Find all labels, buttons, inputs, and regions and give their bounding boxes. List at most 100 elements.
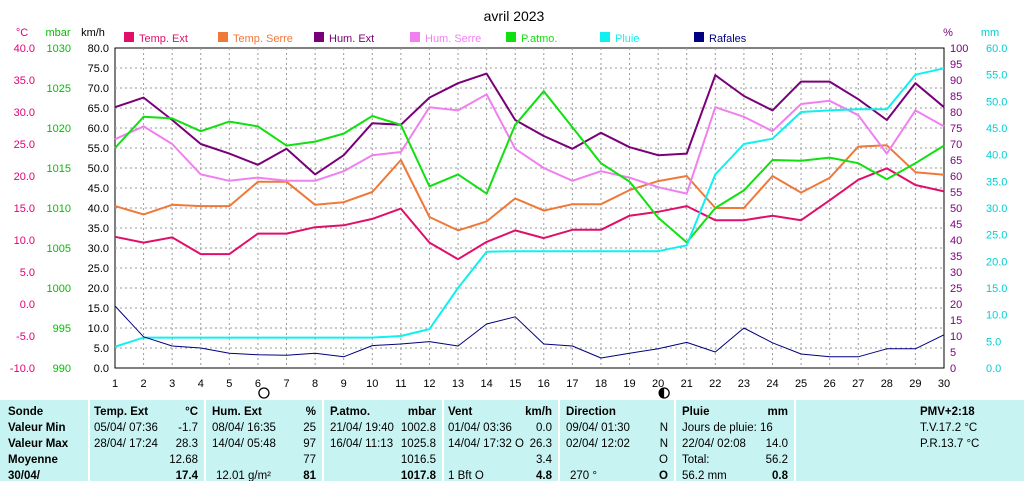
pluie-max-value: 14.0 [765, 438, 788, 450]
humidity-tick-label: 85 [950, 91, 962, 103]
temp-title: Temp. Ext [94, 406, 149, 418]
patmo-last-value: 1017.8 [400, 470, 436, 481]
legend-label: Pluie [615, 33, 639, 45]
pressure-tick-label: 1020 [47, 123, 71, 135]
rain-tick-label: 15.0 [986, 283, 1007, 295]
x-tick-label: 12 [423, 378, 435, 390]
vent-last-value: 4.8 [536, 470, 552, 481]
x-tick-label: 10 [366, 378, 378, 390]
wind-tick-label: 10.0 [88, 323, 109, 335]
humidity-unit-label: % [943, 27, 953, 39]
direction-min-value: N [659, 422, 668, 434]
temp-max-value: 28.3 [175, 438, 198, 450]
series-line [114, 72, 945, 176]
x-tick-label: 18 [595, 378, 607, 390]
hum-last-value: 81 [303, 470, 316, 481]
legend-swatch [694, 32, 704, 42]
humidity-tick-label: 95 [950, 59, 962, 71]
pmv-pr: P.R.13.7 °C [920, 438, 980, 450]
x-tick-label: 26 [824, 378, 836, 390]
humidity-tick-label: 40 [950, 235, 962, 247]
pressure-tick-label: 1015 [47, 163, 71, 175]
wind-tick-label: 25.0 [88, 263, 109, 275]
pluie-unit: mm [767, 406, 788, 418]
x-tick-label: 11 [395, 378, 406, 390]
x-tick-label: 14 [480, 378, 492, 390]
stats-pressure: P.atmo. mbar 21/04/ 19:40 1002.8 16/04/ … [324, 400, 442, 481]
x-tick-label: 19 [623, 378, 635, 390]
pressure-tick-label: 995 [53, 323, 71, 335]
rain-tick-label: 50.0 [986, 96, 1007, 108]
pressure-tick-label: 1005 [47, 243, 71, 255]
rain-tick-label: 35.0 [986, 176, 1007, 188]
temp-tick-label: 15.0 [14, 203, 35, 215]
direction-max-time: 02/04/ 12:02 [566, 438, 630, 450]
humidity-tick-label: 75 [950, 123, 962, 135]
x-tick-label: 23 [738, 378, 750, 390]
stats-sonde: Sonde Valeur Min Valeur Max Moyenne 30/0… [0, 400, 88, 481]
temp-tick-label: -5.0 [16, 331, 35, 343]
x-tick-label: 6 [255, 378, 261, 390]
patmo-title: P.atmo. [330, 406, 371, 418]
x-tick-label: 25 [795, 378, 807, 390]
temp-tick-label: 10.0 [14, 235, 35, 247]
series-line [114, 144, 945, 232]
stats-humidity: Hum. Ext % 08/04/ 16:35 25 14/04/ 05:48 … [206, 400, 322, 481]
wind-tick-label: 35.0 [88, 223, 109, 235]
direction-min-time: 09/04/ 01:30 [566, 422, 630, 434]
wind-tick-label: 30.0 [88, 243, 109, 255]
humidity-tick-label: 10 [950, 331, 962, 343]
series-line [114, 67, 945, 348]
stats-wind: Vent km/h 01/04/ 03:36 0.0 14/04/ 17:32 … [444, 400, 558, 481]
sonde-max-label: Valeur Max [8, 438, 69, 450]
x-tick-label: 8 [312, 378, 318, 390]
x-tick-label: 7 [283, 378, 289, 390]
x-tick-label: 30 [938, 378, 950, 390]
temp-min-value: -1.7 [178, 422, 198, 434]
humidity-tick-label: 90 [950, 75, 962, 87]
stats-pmv: PMV+2:18 T.V.17.2 °C P.R.13.7 °C [796, 400, 1024, 481]
pressure-tick-label: 1030 [47, 43, 71, 55]
x-tick-label: 20 [652, 378, 664, 390]
temp-unit: °C [185, 406, 198, 418]
vent-title: Vent [448, 406, 473, 418]
hum-avg-value: 77 [303, 454, 316, 466]
pressure-tick-label: 1025 [47, 83, 71, 95]
hum-unit: % [305, 406, 316, 418]
vent-beaufort: 1 Bft O [448, 470, 484, 481]
chart-axes: 1 2 3 4 5 6 7 8 9 10 11 12 13 14 15 16 17 18 19 20 21 22 23 24 2… [10, 27, 1008, 390]
series-line [114, 90, 945, 244]
pluie-days: Jours de pluie: 16 [682, 422, 773, 434]
wind-tick-label: 55.0 [88, 143, 109, 155]
vent-avg-value: 3.4 [536, 454, 552, 466]
direction-avg-value: O [659, 454, 668, 466]
humidity-tick-label: 45 [950, 219, 962, 231]
direction-max-value: N [659, 438, 668, 450]
vent-min-value: 0.0 [536, 422, 552, 434]
patmo-unit: mbar [407, 406, 436, 418]
temp-last-value: 17.4 [175, 470, 198, 481]
sonde-title: Sonde [8, 406, 44, 418]
pressure-tick-label: 1010 [47, 203, 71, 215]
wind-unit-label: km/h [81, 27, 105, 39]
hum-min-time: 08/04/ 16:35 [212, 422, 276, 434]
pluie-total-value: 56.2 [765, 454, 788, 466]
legend-label: P.atmo. [521, 33, 558, 45]
legend-label: Temp. Ext [139, 33, 188, 45]
wind-tick-label: 40.0 [88, 203, 109, 215]
rain-tick-label: 55.0 [986, 70, 1007, 82]
pluie-total-label: Total: [682, 454, 710, 466]
new-moon-shade [659, 388, 665, 398]
patmo-avg-value: 1016.5 [400, 454, 436, 466]
humidity-tick-label: 50 [950, 203, 962, 215]
sonde-avg-label: Moyenne [8, 454, 58, 466]
series-line [114, 167, 945, 261]
vent-max-value: 26.3 [529, 438, 552, 450]
vent-max-direction: O [515, 438, 524, 450]
wind-tick-label: 0.0 [94, 363, 109, 375]
patmo-max-time: 16/04/ 11:13 [330, 438, 394, 450]
x-tick-label: 13 [452, 378, 464, 390]
rain-tick-label: 45.0 [986, 123, 1007, 135]
hum-title: Hum. Ext [212, 406, 262, 418]
pluie-last-value: 0.8 [772, 470, 788, 481]
